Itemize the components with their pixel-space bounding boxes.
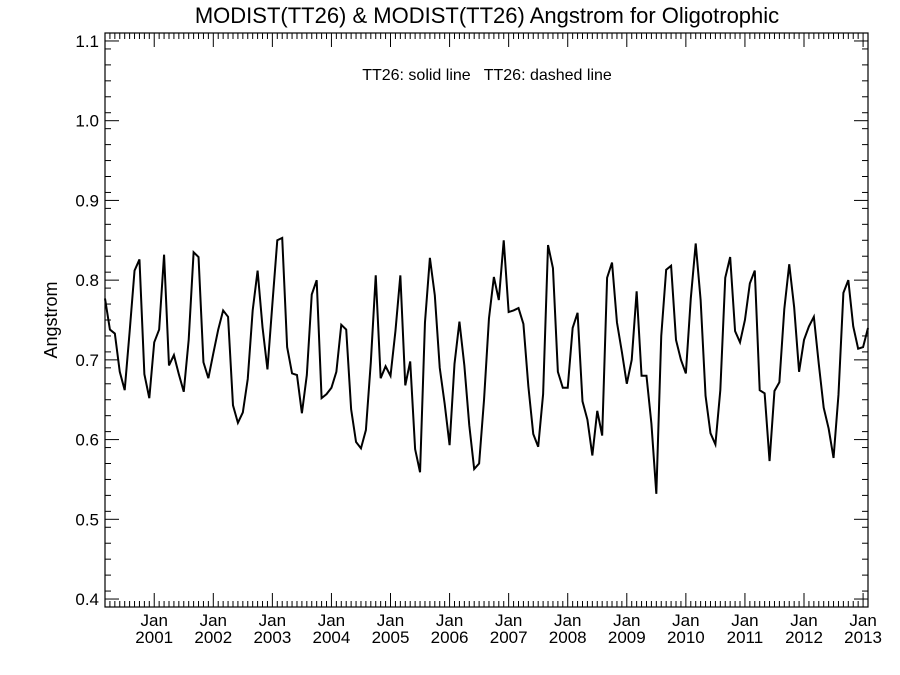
y-tick-label: 0.8	[75, 271, 99, 290]
x-tick-year-label: 2010	[667, 628, 705, 647]
x-tick-year-label: 2012	[785, 628, 823, 647]
y-tick-label: 1.1	[75, 32, 99, 51]
y-tick-label: 0.5	[75, 510, 99, 529]
x-tick-month-label: Jan	[554, 611, 581, 630]
x-tick-month-label: Jan	[495, 611, 522, 630]
x-tick-month-label: Jan	[731, 611, 758, 630]
x-tick-month-label: Jan	[849, 611, 876, 630]
y-tick-label: 0.9	[75, 191, 99, 210]
x-tick-year-label: 2002	[194, 628, 232, 647]
x-tick-month-label: Jan	[141, 611, 168, 630]
x-tick-year-label: 2013	[844, 628, 882, 647]
y-tick-label: 0.6	[75, 431, 99, 450]
x-tick-year-label: 2004	[313, 628, 351, 647]
y-tick-label: 0.4	[75, 590, 99, 609]
y-tick-label: 0.7	[75, 351, 99, 370]
x-tick-year-label: 2005	[372, 628, 410, 647]
y-axis-ticks: 0.4 0.5 0.6 0.7 0.8 0.9 1.0 1.1	[75, 32, 868, 609]
x-axis-ticks: Jan2001Jan2002Jan2003Jan2004Jan2005Jan20…	[104, 33, 882, 647]
series-layer	[104, 236, 869, 494]
x-tick-month-label: Jan	[259, 611, 286, 630]
x-tick-month-label: Jan	[790, 611, 817, 630]
x-tick-month-label: Jan	[672, 611, 699, 630]
x-tick-year-label: 2006	[431, 628, 469, 647]
x-tick-year-label: 2011	[727, 628, 764, 647]
x-tick-year-label: 2009	[608, 628, 646, 647]
x-tick-month-label: Jan	[613, 611, 640, 630]
series-line-solid	[104, 236, 869, 494]
legend-note: TT26: solid line TT26: dashed line	[362, 67, 612, 84]
x-tick-year-label: 2008	[549, 628, 587, 647]
x-tick-month-label: Jan	[377, 611, 404, 630]
x-tick-month-label: Jan	[436, 611, 463, 630]
x-tick-month-label: Jan	[318, 611, 345, 630]
y-axis-label: Angstrom	[41, 281, 61, 358]
y-tick-label: 1.0	[75, 112, 99, 131]
x-tick-year-label: 2001	[135, 628, 173, 647]
x-tick-year-label: 2003	[253, 628, 291, 647]
x-tick-month-label: Jan	[200, 611, 227, 630]
plot-frame	[104, 32, 869, 608]
x-tick-year-label: 2007	[490, 628, 528, 647]
chart-title: MODIST(TT26) & MODIST(TT26) Angstrom for…	[195, 3, 779, 28]
